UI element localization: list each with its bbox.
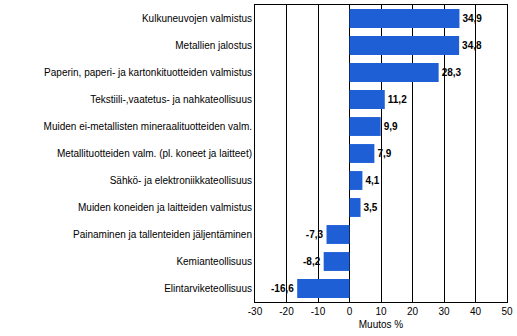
- svg-text:40: 40: [470, 306, 482, 317]
- svg-text:Metallituotteiden valm. (pl. k: Metallituotteiden valm. (pl. koneet ja l…: [57, 148, 252, 159]
- svg-text:0: 0: [347, 306, 353, 317]
- svg-text:Muiden koneiden ja laitteiden: Muiden koneiden ja laitteiden valmistus: [78, 202, 252, 213]
- svg-text:Sähkö- ja elektroniikkateollis: Sähkö- ja elektroniikkateollisuus: [110, 175, 252, 186]
- svg-text:-16,6: -16,6: [271, 283, 294, 294]
- svg-text:Metallien jalostus: Metallien jalostus: [175, 40, 252, 51]
- svg-text:-7,3: -7,3: [306, 229, 324, 240]
- svg-text:34,9: 34,9: [462, 13, 482, 24]
- svg-text:Muutos %: Muutos %: [359, 319, 404, 330]
- svg-text:50: 50: [501, 306, 513, 317]
- svg-text:Elintarviketeollisuus: Elintarviketeollisuus: [164, 283, 252, 294]
- svg-text:-10: -10: [311, 306, 326, 317]
- svg-text:10: 10: [375, 306, 387, 317]
- svg-text:-8,2: -8,2: [303, 256, 321, 267]
- svg-text:9,9: 9,9: [384, 121, 398, 132]
- svg-text:Tekstiili-,vaatetus- ja nahkat: Tekstiili-,vaatetus- ja nahkateollisuus: [90, 94, 252, 105]
- svg-text:34,8: 34,8: [462, 40, 482, 51]
- svg-text:11,2: 11,2: [388, 94, 407, 105]
- svg-text:28,3: 28,3: [442, 67, 462, 78]
- svg-text:4,1: 4,1: [365, 175, 379, 186]
- svg-text:Paperin, paperi- ja kartonkitu: Paperin, paperi- ja kartonkituotteiden v…: [44, 67, 252, 78]
- svg-text:-20: -20: [279, 306, 294, 317]
- svg-text:20: 20: [407, 306, 419, 317]
- svg-text:Muiden ei-metallisten mineraal: Muiden ei-metallisten mineraalituotteide…: [44, 121, 252, 132]
- svg-text:Kemianteollisuus: Kemianteollisuus: [176, 256, 252, 267]
- svg-text:30: 30: [438, 306, 450, 317]
- svg-text:3,5: 3,5: [364, 202, 378, 213]
- svg-text:Kulkuneuvojen valmistus: Kulkuneuvojen valmistus: [142, 13, 252, 24]
- svg-text:7,9: 7,9: [377, 148, 391, 159]
- svg-text:Painaminen ja tallenteiden jäl: Painaminen ja tallenteiden jäljentäminen: [73, 229, 252, 240]
- svg-text:-30: -30: [248, 306, 263, 317]
